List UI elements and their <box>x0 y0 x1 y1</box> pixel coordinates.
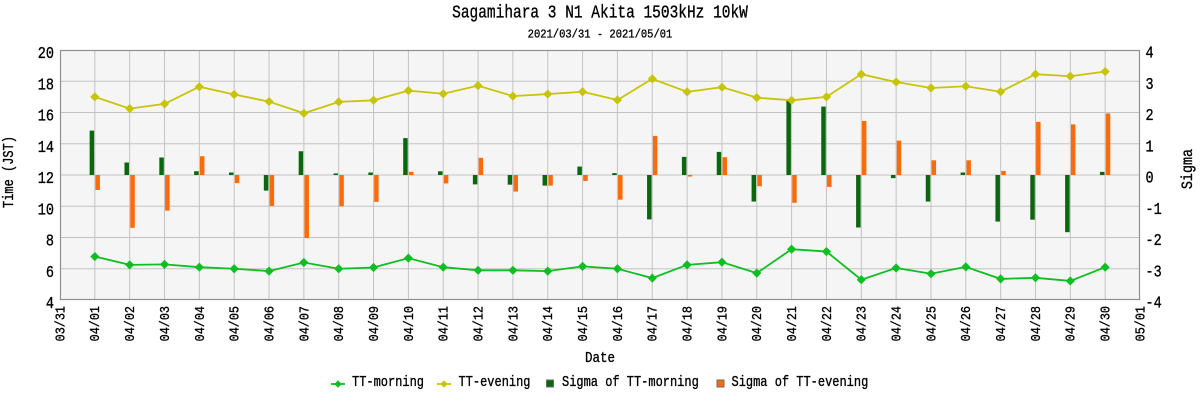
svg-text:12: 12 <box>38 171 54 188</box>
svg-text:04/02: 04/02 <box>122 306 138 341</box>
svg-text:Date: Date <box>585 351 615 367</box>
svg-text:6: 6 <box>46 265 54 282</box>
svg-text:-4: -4 <box>1146 296 1162 313</box>
svg-text:04/17: 04/17 <box>645 306 661 341</box>
svg-text:04/05: 04/05 <box>227 306 243 341</box>
svg-text:04/12: 04/12 <box>471 306 487 341</box>
svg-text:Sigma of TT-morning: Sigma of TT-morning <box>562 374 699 390</box>
svg-text:1: 1 <box>1146 139 1154 156</box>
svg-text:05/01: 05/01 <box>1132 306 1148 342</box>
svg-text:04/26: 04/26 <box>958 306 974 341</box>
svg-text:04/24: 04/24 <box>889 306 905 342</box>
svg-text:04/21: 04/21 <box>784 306 800 342</box>
svg-text:04/20: 04/20 <box>749 306 765 342</box>
svg-text:04/03: 04/03 <box>157 306 173 341</box>
svg-text:TT-evening: TT-evening <box>459 374 531 390</box>
svg-text:04/19: 04/19 <box>714 306 730 341</box>
svg-text:Sagamihara 3 N1 Akita 1503kHz: Sagamihara 3 N1 Akita 1503kHz 10kW <box>452 2 748 23</box>
svg-text:04/30: 04/30 <box>1098 306 1114 342</box>
svg-text:04/10: 04/10 <box>401 306 417 342</box>
svg-text:8: 8 <box>46 234 54 251</box>
svg-text:04/22: 04/22 <box>819 306 835 341</box>
svg-text:-3: -3 <box>1146 264 1162 281</box>
svg-text:-2: -2 <box>1146 233 1162 250</box>
svg-text:Sigma: Sigma <box>1180 149 1197 189</box>
svg-text:-1: -1 <box>1146 202 1162 219</box>
svg-text:4: 4 <box>46 296 54 313</box>
svg-text:4: 4 <box>1146 46 1154 63</box>
svg-text:10: 10 <box>38 202 54 219</box>
svg-text:3: 3 <box>1146 77 1154 94</box>
svg-text:04/29: 04/29 <box>1063 306 1079 341</box>
svg-text:04/09: 04/09 <box>366 306 382 341</box>
svg-text:TT-morning: TT-morning <box>352 374 424 390</box>
svg-text:Time (JST): Time (JST) <box>1 136 17 208</box>
svg-text:04/23: 04/23 <box>854 306 870 341</box>
svg-text:04/25: 04/25 <box>923 306 939 341</box>
svg-text:04/28: 04/28 <box>1028 306 1044 341</box>
svg-text:04/01: 04/01 <box>87 306 103 342</box>
svg-text:16: 16 <box>38 109 54 126</box>
svg-text:04/27: 04/27 <box>993 306 1009 341</box>
svg-text:0: 0 <box>1146 171 1154 188</box>
svg-text:18: 18 <box>38 77 54 94</box>
svg-text:20: 20 <box>38 46 54 63</box>
svg-text:04/04: 04/04 <box>192 306 208 342</box>
svg-text:04/08: 04/08 <box>331 306 347 341</box>
svg-text:04/14: 04/14 <box>540 306 556 342</box>
svg-text:Sigma of TT-evening: Sigma of TT-evening <box>732 374 869 390</box>
svg-text:03/31: 03/31 <box>52 306 68 342</box>
svg-text:04/13: 04/13 <box>505 306 521 341</box>
svg-text:14: 14 <box>38 140 54 157</box>
svg-text:04/16: 04/16 <box>610 306 626 341</box>
svg-text:04/18: 04/18 <box>680 306 696 341</box>
svg-text:04/15: 04/15 <box>575 306 591 341</box>
svg-text:2021/03/31 - 2021/05/01: 2021/03/31 - 2021/05/01 <box>528 29 673 42</box>
svg-text:2: 2 <box>1146 108 1154 125</box>
svg-text:04/06: 04/06 <box>261 306 277 341</box>
svg-text:04/07: 04/07 <box>296 306 312 341</box>
svg-text:04/11: 04/11 <box>436 306 452 342</box>
